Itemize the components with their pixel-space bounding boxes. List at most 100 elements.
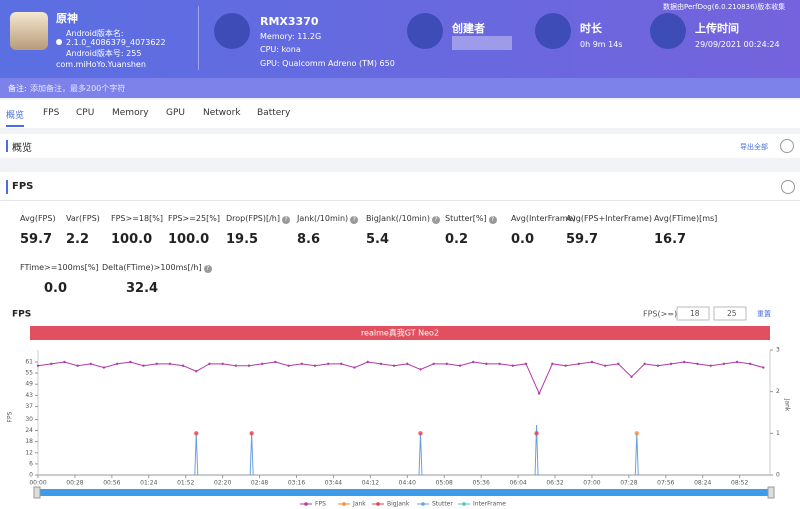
gpu: GPU: Qualcomm Adreno (TM) 650 [260, 59, 395, 68]
version-name-text: 2.1.0_4086379_4073622 [66, 38, 166, 47]
creator-icon [407, 13, 443, 49]
fps-point [300, 362, 303, 366]
app-name: 原神 [56, 12, 78, 25]
tab[interactable]: FPS [43, 108, 60, 118]
threshold-value: 25 [727, 309, 737, 318]
help-icon[interactable]: ? [488, 216, 497, 224]
device-banner-text: realme真我GT Neo2 [361, 328, 439, 338]
y-tick-label: 30 [25, 416, 33, 423]
device: RMX3370 [260, 15, 319, 28]
tab[interactable]: Battery [257, 108, 291, 118]
tab[interactable]: Memory [112, 108, 149, 118]
legend-dot [462, 502, 466, 506]
fps-point [472, 360, 475, 364]
y-tick-label: 43 [25, 392, 33, 399]
device-banner [30, 326, 770, 340]
metric-value: 32.4 [126, 281, 159, 296]
x-tick-label: 03:16 [288, 480, 305, 487]
metric-label-text: Stutter[%] [445, 214, 487, 223]
fps-point [432, 362, 435, 366]
fps-point [683, 360, 686, 364]
version-name: 2.1.0_4086379_4073622 [56, 38, 166, 47]
legend-label[interactable]: BigJank [387, 501, 410, 508]
duration-icon [535, 13, 571, 49]
metric-label-text: FTime>=100ms[%] [20, 263, 99, 272]
stutter-spike [534, 424, 539, 476]
fps-point [247, 364, 251, 367]
legend-label[interactable]: InterFrame [473, 501, 506, 508]
fps-point [511, 364, 515, 367]
stutter-spike [418, 433, 423, 476]
fps-point [603, 364, 607, 367]
metric-label: Avg(FPS) [20, 214, 56, 223]
chart-title: FPS [12, 310, 31, 320]
metric-label-text: Avg(FPS+InterFrame) [566, 214, 652, 223]
y-tick-label: 55 [25, 370, 33, 377]
x-tick-label: 07:00 [583, 480, 600, 487]
legend-label[interactable]: FPS [315, 501, 326, 508]
fps-point [643, 362, 646, 366]
metric-label-text: Delta(FTime)>100ms[/h] [102, 263, 202, 272]
metric-value: 19.5 [226, 232, 259, 247]
fps-point [155, 362, 158, 366]
y-tick-label: 61 [25, 359, 33, 366]
metric-label: Stutter[%]? [445, 214, 497, 224]
fps-point [485, 362, 488, 366]
reset[interactable]: 重置 [757, 310, 771, 318]
help-icon[interactable]: ? [203, 265, 212, 273]
help-icon[interactable]: ? [431, 216, 440, 224]
metric-label-text: Drop(FPS)[/h] [226, 214, 280, 223]
metric-label: Var(FPS) [66, 214, 100, 223]
collapse[interactable] [781, 180, 795, 194]
legend-label[interactable]: Stutter [432, 501, 453, 508]
y2-tick-label: 3 [776, 347, 780, 354]
fps-point [102, 366, 106, 369]
threshold-input[interactable] [676, 306, 710, 321]
jank-dot [534, 431, 539, 436]
tab[interactable]: GPU [166, 108, 185, 118]
fps-point [208, 362, 211, 366]
tab[interactable]: Network [203, 108, 241, 118]
note-label: 备注: [8, 84, 27, 93]
fps-point [735, 360, 739, 364]
fps-point [630, 375, 633, 379]
tab[interactable]: CPU [76, 108, 95, 118]
x-tick-label: 04:12 [362, 480, 379, 487]
metric-value: 100.0 [111, 232, 153, 247]
tab[interactable]: 概览 [6, 108, 25, 127]
metric-label: Avg(InterFrame) [511, 214, 576, 223]
help-icon[interactable]: ? [350, 216, 359, 224]
range-slider[interactable] [38, 489, 770, 496]
fps-point [406, 362, 409, 366]
fps-point [749, 362, 752, 366]
app-icon [10, 12, 48, 50]
help-icon[interactable]: ? [282, 216, 290, 224]
x-tick-label: 03:44 [325, 480, 342, 487]
threshold-input[interactable] [713, 306, 747, 321]
overview-bar: 概览 导出全部 [0, 134, 800, 158]
y-tick-label: 18 [25, 438, 33, 445]
fps-point [366, 360, 369, 364]
x-tick-label: 02:48 [251, 480, 268, 487]
export-all[interactable]: 导出全部 [740, 143, 768, 151]
note-bar[interactable]: 备注: 添加备注，最多200个字符 [0, 78, 800, 98]
metric-label-text: FPS>=18[%] [111, 214, 163, 223]
y2-label: Jank [784, 398, 791, 412]
x-tick-label: 08:24 [694, 480, 711, 487]
metric-label: Drop(FPS)[/h]? [226, 214, 290, 224]
y-label: FPS [7, 411, 14, 422]
x-tick-label: 01:24 [140, 480, 157, 487]
fps-point [617, 362, 620, 366]
jank-dot [249, 431, 254, 436]
fps-title: FPS [12, 181, 34, 192]
metric-value: 8.6 [297, 232, 321, 247]
slider-handle[interactable] [33, 486, 41, 499]
jank-dot [194, 431, 199, 436]
collected-by: 数据由PerfDog(6.0.210836)版本收集 [663, 3, 786, 11]
jank-dot [418, 431, 423, 436]
fps-point [221, 362, 224, 366]
fps-point [181, 364, 185, 367]
slider-handle[interactable] [767, 486, 775, 499]
legend-label[interactable]: Jank [352, 501, 366, 508]
